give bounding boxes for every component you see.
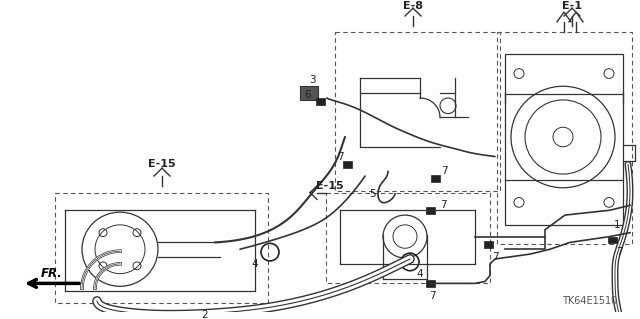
Text: 7: 7	[492, 252, 499, 262]
Bar	[55, 193, 268, 303]
FancyBboxPatch shape	[300, 86, 318, 100]
Text: 5: 5	[370, 189, 376, 199]
Bar	[484, 241, 493, 248]
Text: 7: 7	[440, 200, 446, 210]
Text: E-15: E-15	[148, 159, 176, 169]
Text: 7: 7	[337, 152, 343, 161]
Text: E-1: E-1	[562, 1, 582, 11]
Text: 3: 3	[308, 75, 316, 85]
Text: 7: 7	[616, 247, 622, 257]
Text: FR.: FR.	[41, 267, 63, 280]
Bar	[497, 32, 632, 244]
Bar	[343, 161, 352, 168]
Text: 4: 4	[252, 259, 259, 269]
Text: 2: 2	[202, 310, 208, 319]
Text: 4: 4	[417, 269, 423, 278]
Text: E-8: E-8	[403, 1, 423, 11]
Bar	[326, 193, 490, 283]
Text: TK64E1510: TK64E1510	[563, 296, 618, 306]
Bar	[431, 175, 440, 182]
Bar	[608, 237, 617, 243]
Text: E-15: E-15	[316, 181, 344, 191]
Bar	[316, 98, 325, 105]
Bar	[335, 32, 500, 191]
Text: 6: 6	[305, 90, 311, 100]
Text: 1: 1	[614, 220, 620, 230]
Bar	[426, 280, 435, 287]
Text: 7: 7	[429, 291, 435, 301]
Text: 7: 7	[441, 166, 447, 176]
Bar	[426, 207, 435, 214]
